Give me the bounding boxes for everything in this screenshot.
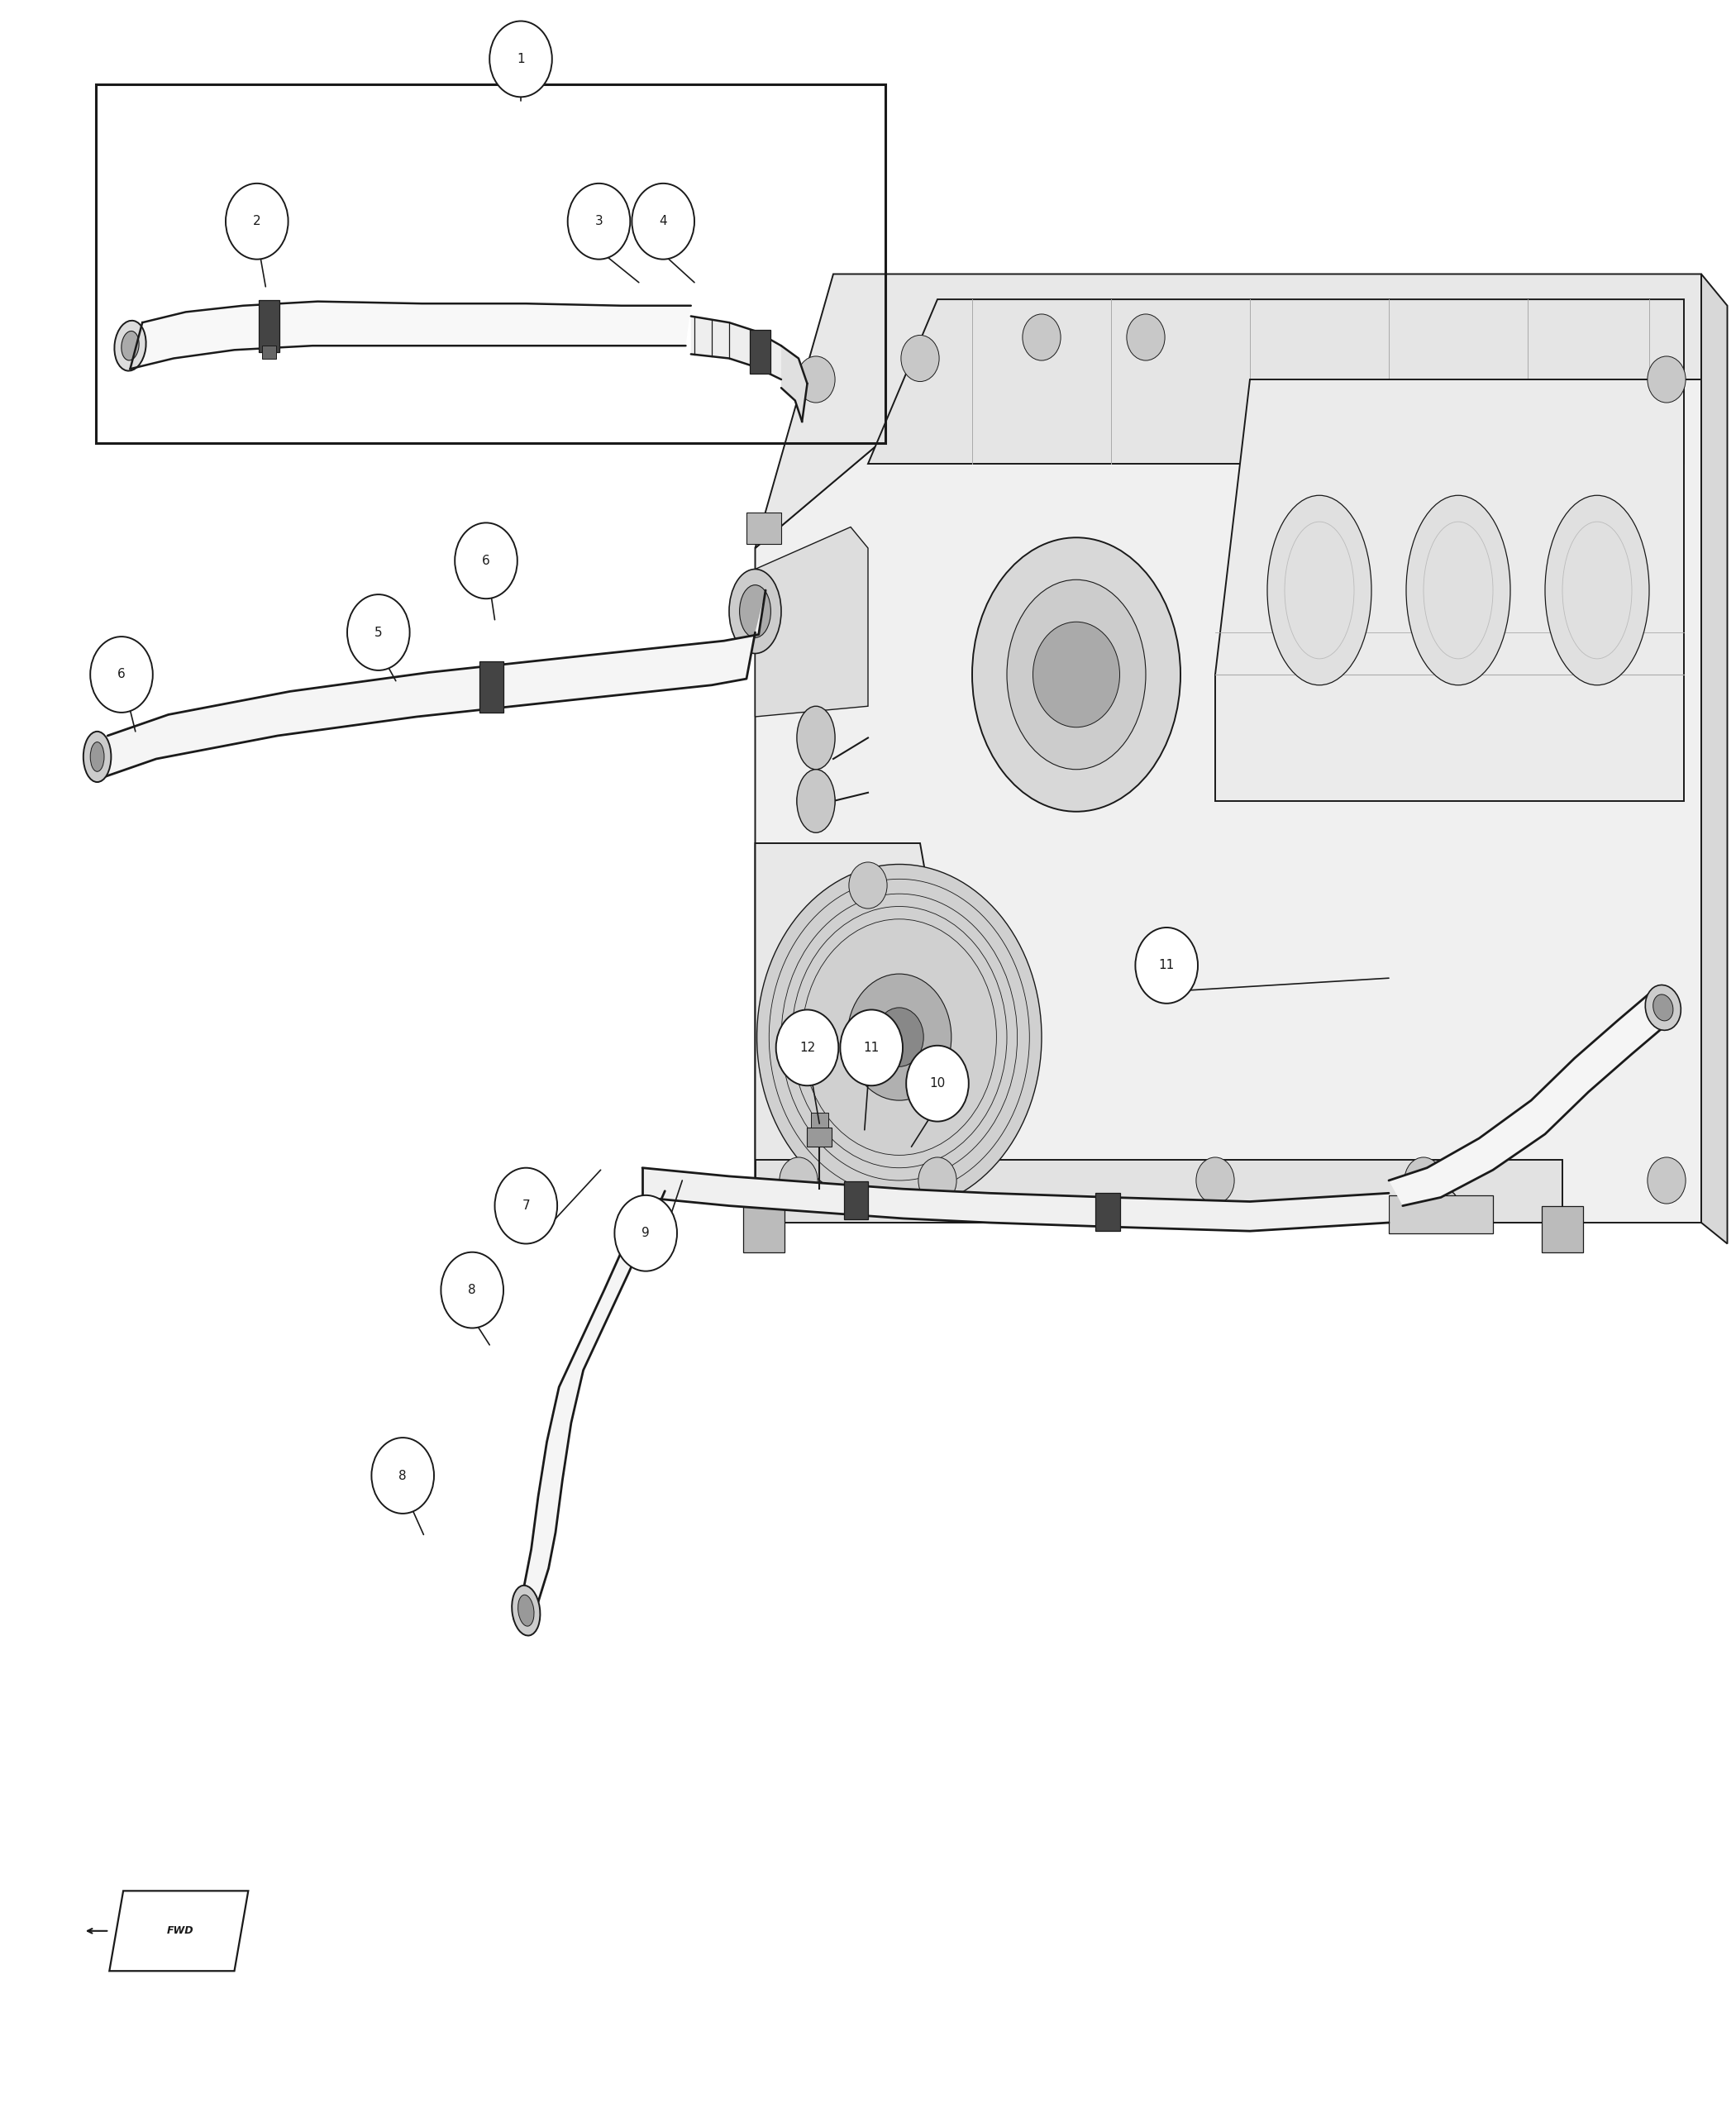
Ellipse shape bbox=[1007, 580, 1146, 769]
Circle shape bbox=[615, 1195, 677, 1271]
Circle shape bbox=[797, 778, 835, 824]
Bar bbox=[95, 84, 885, 443]
Circle shape bbox=[441, 1252, 503, 1328]
Ellipse shape bbox=[1406, 495, 1510, 685]
Text: 9: 9 bbox=[642, 1227, 649, 1240]
Polygon shape bbox=[130, 301, 691, 369]
Circle shape bbox=[372, 1438, 434, 1514]
Polygon shape bbox=[1215, 379, 1684, 801]
Circle shape bbox=[840, 1010, 903, 1086]
Polygon shape bbox=[755, 527, 868, 717]
Circle shape bbox=[776, 1010, 838, 1086]
Text: 4: 4 bbox=[660, 215, 667, 228]
Polygon shape bbox=[755, 843, 972, 1223]
Ellipse shape bbox=[90, 742, 104, 772]
Circle shape bbox=[1196, 1157, 1234, 1204]
Text: 11: 11 bbox=[1158, 959, 1175, 972]
Bar bbox=[750, 329, 771, 373]
Bar bbox=[844, 1180, 868, 1218]
Ellipse shape bbox=[512, 1585, 540, 1636]
Circle shape bbox=[847, 974, 951, 1100]
Bar bbox=[1389, 1195, 1493, 1233]
Bar bbox=[479, 662, 503, 713]
Text: FWD: FWD bbox=[167, 1925, 194, 1937]
Circle shape bbox=[849, 862, 887, 909]
Bar bbox=[262, 346, 276, 358]
Circle shape bbox=[906, 1046, 969, 1121]
Polygon shape bbox=[868, 299, 1684, 464]
Polygon shape bbox=[781, 346, 807, 422]
Text: 10: 10 bbox=[929, 1077, 946, 1090]
Polygon shape bbox=[755, 274, 1701, 548]
Ellipse shape bbox=[797, 706, 835, 769]
Text: 1: 1 bbox=[517, 53, 524, 65]
Circle shape bbox=[347, 594, 410, 670]
Circle shape bbox=[797, 356, 835, 403]
Text: 11: 11 bbox=[863, 1041, 880, 1054]
Circle shape bbox=[1127, 314, 1165, 360]
Ellipse shape bbox=[797, 769, 835, 833]
Ellipse shape bbox=[1417, 1187, 1460, 1225]
Polygon shape bbox=[1389, 991, 1667, 1206]
Bar bbox=[1542, 1206, 1583, 1252]
Circle shape bbox=[779, 1157, 818, 1204]
Text: 7: 7 bbox=[523, 1199, 529, 1212]
Circle shape bbox=[1033, 622, 1120, 727]
Ellipse shape bbox=[972, 538, 1180, 812]
Circle shape bbox=[875, 1008, 924, 1067]
Circle shape bbox=[490, 21, 552, 97]
Bar bbox=[259, 299, 279, 352]
Ellipse shape bbox=[517, 1596, 535, 1625]
Ellipse shape bbox=[1646, 984, 1680, 1031]
Ellipse shape bbox=[740, 586, 771, 637]
Ellipse shape bbox=[83, 731, 111, 782]
Circle shape bbox=[1647, 1157, 1686, 1204]
Circle shape bbox=[1404, 1157, 1443, 1204]
Ellipse shape bbox=[1267, 495, 1371, 685]
Circle shape bbox=[568, 183, 630, 259]
Bar bbox=[743, 1206, 785, 1252]
Ellipse shape bbox=[1653, 995, 1674, 1020]
Circle shape bbox=[455, 523, 517, 599]
Ellipse shape bbox=[115, 320, 146, 371]
Bar bbox=[811, 1113, 828, 1128]
Text: 6: 6 bbox=[483, 554, 490, 567]
Polygon shape bbox=[755, 1159, 1562, 1223]
Text: 8: 8 bbox=[469, 1284, 476, 1296]
Ellipse shape bbox=[729, 569, 781, 653]
Bar bbox=[807, 1128, 832, 1147]
Polygon shape bbox=[1701, 274, 1727, 1244]
Polygon shape bbox=[109, 1891, 248, 1971]
Text: 8: 8 bbox=[399, 1469, 406, 1482]
Circle shape bbox=[1023, 314, 1061, 360]
Circle shape bbox=[901, 335, 939, 382]
Polygon shape bbox=[691, 316, 781, 379]
Text: 12: 12 bbox=[799, 1041, 816, 1054]
Circle shape bbox=[226, 183, 288, 259]
Text: 2: 2 bbox=[253, 215, 260, 228]
Polygon shape bbox=[514, 1191, 665, 1619]
Circle shape bbox=[918, 1157, 957, 1204]
Polygon shape bbox=[642, 1168, 1389, 1231]
Polygon shape bbox=[755, 379, 1701, 1223]
Ellipse shape bbox=[1545, 495, 1649, 685]
Circle shape bbox=[1647, 356, 1686, 403]
Circle shape bbox=[757, 864, 1042, 1210]
Polygon shape bbox=[95, 590, 766, 780]
Text: 5: 5 bbox=[375, 626, 382, 639]
Circle shape bbox=[632, 183, 694, 259]
Text: 3: 3 bbox=[595, 215, 602, 228]
Circle shape bbox=[495, 1168, 557, 1244]
Circle shape bbox=[1135, 928, 1198, 1003]
Ellipse shape bbox=[122, 331, 139, 360]
Text: 6: 6 bbox=[118, 668, 125, 681]
Circle shape bbox=[90, 637, 153, 713]
Bar bbox=[1095, 1193, 1120, 1231]
Bar bbox=[746, 512, 781, 544]
